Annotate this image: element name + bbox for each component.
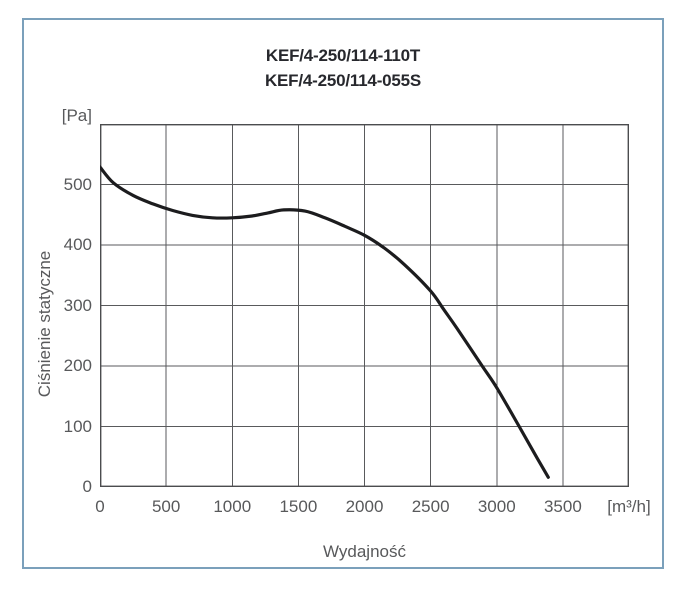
x-tick-label: 0 [95,497,105,516]
y-tick-label: 0 [82,477,92,496]
plot-border [100,124,629,487]
x-tick-label: 3000 [477,497,516,516]
y-tick-label: 100 [63,416,92,436]
x-axis-title: Wydajność [323,542,406,561]
x-tick-label: 2000 [345,497,384,516]
x-tick-label: 2500 [411,497,450,516]
chart-title-line2: KEF/4-250/114-055S [264,71,422,90]
fan-performance-plot [100,124,629,487]
x-axis-unit-label: [m³/h] [607,497,651,516]
x-tick-label: 1500 [279,497,318,516]
chart-title-block: KEF/4-250/114-110T KEF/4-250/114-055S [24,43,662,93]
y-axis-title: Ciśnienie statyczne [35,250,54,398]
y-tick-label: 500 [63,174,92,194]
pressure-curve [100,165,550,479]
y-axis-unit-label: [Pa] [61,106,92,125]
chart-title-line1: KEF/4-250/114-110T [265,46,421,65]
x-tick-label: 500 [151,497,181,516]
x-tick-label: 1000 [213,497,252,516]
chart-frame: KEF/4-250/114-110T KEF/4-250/114-055S [P… [22,18,664,569]
